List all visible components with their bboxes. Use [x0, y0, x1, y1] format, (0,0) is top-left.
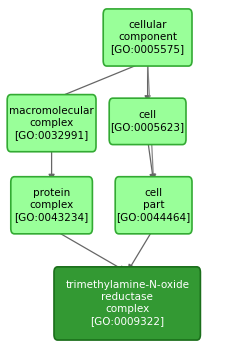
Text: cell
part
[GO:0044464]: cell part [GO:0044464] [116, 188, 191, 222]
FancyBboxPatch shape [54, 267, 200, 340]
FancyBboxPatch shape [7, 95, 96, 152]
Text: cellular
component
[GO:0005575]: cellular component [GO:0005575] [111, 20, 185, 55]
FancyBboxPatch shape [109, 98, 186, 145]
FancyBboxPatch shape [103, 9, 192, 66]
Text: macromolecular
complex
[GO:0032991]: macromolecular complex [GO:0032991] [9, 106, 94, 140]
Text: protein
complex
[GO:0043234]: protein complex [GO:0043234] [14, 188, 89, 222]
Text: trimethylamine-N-oxide
reductase
complex
[GO:0009322]: trimethylamine-N-oxide reductase complex… [65, 281, 189, 326]
FancyBboxPatch shape [11, 177, 92, 234]
Text: cell
[GO:0005623]: cell [GO:0005623] [111, 110, 185, 132]
FancyBboxPatch shape [115, 177, 192, 234]
